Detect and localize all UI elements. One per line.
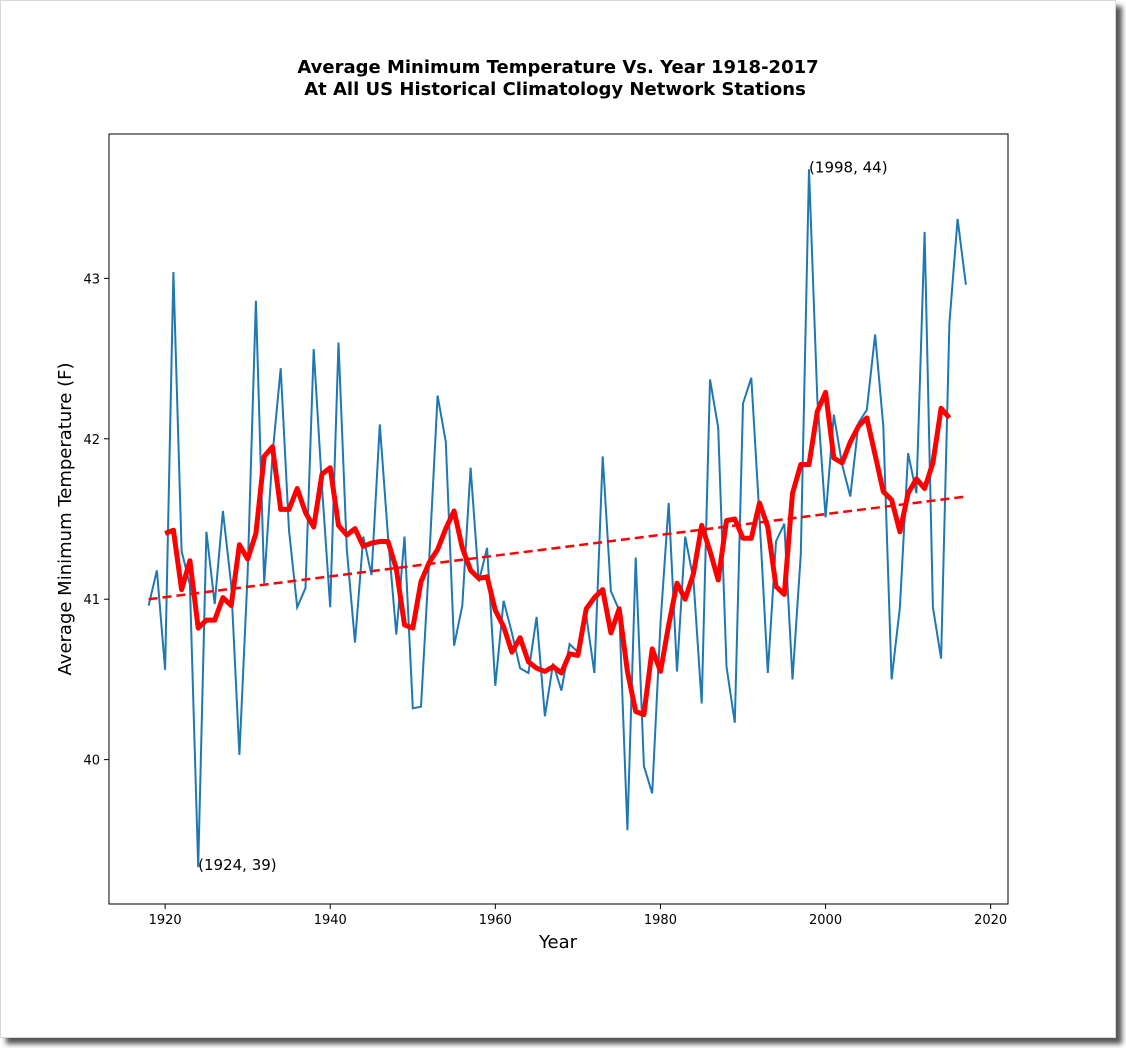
y-axis-label: Average Minimum Temperature (F) (55, 363, 76, 676)
y-tick-label: 41 (83, 593, 100, 608)
annotation-label: (1998, 44) (809, 158, 888, 176)
x-tick-label: 1920 (149, 913, 182, 928)
y-tick-label: 43 (83, 272, 100, 287)
plot-area-border (108, 133, 1009, 905)
x-tick-label: 2020 (974, 913, 1007, 928)
x-tick-label: 2000 (809, 913, 842, 928)
annual-temperature-line (147, 169, 967, 868)
x-axis-label: Year (538, 932, 578, 953)
x-tick-label: 1960 (479, 913, 512, 928)
chart-title: Average Minimum Temperature Vs. Year 191… (297, 57, 818, 78)
annotation-label: (1924, 39) (198, 856, 277, 874)
x-tick-label: 1940 (314, 913, 347, 928)
trend-line (148, 495, 967, 601)
y-tick-label: 42 (83, 433, 100, 448)
y-tick-label: 40 (83, 754, 100, 769)
x-tick-label: 1980 (644, 913, 677, 928)
smoothed-temperature-line (164, 389, 952, 718)
chart-subtitle: At All US Historical Climatology Network… (304, 79, 806, 100)
